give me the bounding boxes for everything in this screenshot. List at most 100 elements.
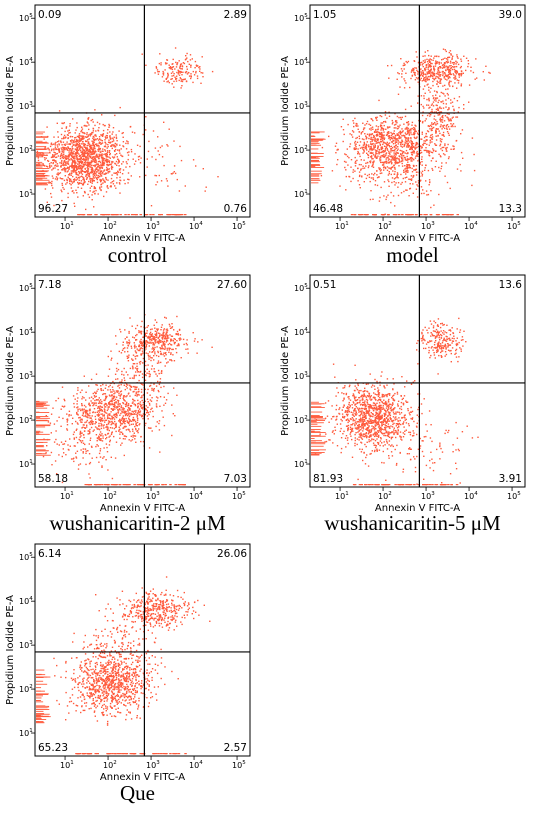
quadrant-upper-left-value: 0.09 bbox=[38, 9, 61, 21]
x-tick-label: 101 bbox=[335, 491, 349, 501]
panel-control: 101 101 102 102 103 103 104 104 105 105 Annexin V … bbox=[0, 0, 275, 272]
quadrant-upper-left-value: 6.14 bbox=[38, 548, 62, 560]
y-axis-label: Propidium Iodide PE-A bbox=[280, 326, 291, 436]
y-axis-label: Propidium Iodide PE-A bbox=[5, 56, 16, 166]
y-tick-label: 102 bbox=[294, 415, 308, 425]
quadrant-lower-right-value: 13.3 bbox=[499, 203, 522, 215]
x-tick-label: 104 bbox=[189, 760, 203, 770]
quadrant-upper-left-value: 7.18 bbox=[38, 279, 61, 291]
cell-cloud bbox=[311, 317, 479, 486]
x-tick-label: 105 bbox=[232, 221, 246, 231]
quadrant-lower-left-value: 65.23 bbox=[38, 742, 68, 754]
x-tick-label: 104 bbox=[189, 221, 203, 231]
y-axis-label: Propidium Iodide PE-A bbox=[5, 326, 16, 436]
quadrant-lower-right-value: 2.57 bbox=[224, 742, 247, 754]
y-tick-label: 101 bbox=[294, 189, 308, 199]
quadrant-lower-right-value: 3.91 bbox=[499, 473, 522, 485]
x-tick-label: 101 bbox=[60, 760, 74, 770]
x-tick-label: 102 bbox=[378, 491, 392, 501]
x-tick-label: 104 bbox=[464, 491, 478, 501]
plot-frame bbox=[34, 274, 251, 488]
y-tick-label: 104 bbox=[294, 57, 308, 67]
quadrant-lower-left-value: 96.27 bbox=[38, 203, 68, 215]
x-tick-label: 102 bbox=[378, 221, 392, 231]
quadrant-upper-right-value: 27.60 bbox=[217, 279, 247, 291]
scatter-plot-wushanicaritin-5: 101 101 102 102 103 103 104 104 105 105 Annexin V … bbox=[280, 274, 526, 514]
panel-model: 101 101 102 102 103 103 104 104 105 105 Annexin V … bbox=[275, 0, 550, 272]
y-tick-label: 105 bbox=[294, 283, 308, 293]
y-axis-label: Propidium Iodide PE-A bbox=[280, 56, 291, 166]
x-tick-label: 105 bbox=[507, 221, 521, 231]
x-axis-label: Annexin V FITC-A bbox=[100, 503, 185, 514]
y-axis-label: Propidium Iodide PE-A bbox=[5, 595, 16, 705]
y-tick-label: 105 bbox=[19, 283, 33, 293]
x-axis-label: Annexin V FITC-A bbox=[100, 772, 185, 783]
x-tick-label: 102 bbox=[103, 221, 117, 231]
x-tick-label: 105 bbox=[232, 491, 246, 501]
caption-model: model bbox=[386, 243, 439, 267]
quadrant-upper-right-value: 39.0 bbox=[499, 9, 522, 21]
caption-wushanicaritin-5: wushanicaritin-5 μM bbox=[324, 511, 501, 535]
x-tick-label: 103 bbox=[421, 491, 435, 501]
plot-frame bbox=[34, 4, 251, 218]
cell-cloud bbox=[36, 47, 219, 216]
caption-que: Que bbox=[120, 781, 155, 805]
y-tick-label: 103 bbox=[19, 640, 33, 650]
plot-frame bbox=[309, 4, 526, 218]
y-tick-label: 105 bbox=[19, 13, 33, 23]
scatter-plot-wushanicaritin-2: 101 101 102 102 103 103 104 104 105 105 Annexin V … bbox=[5, 274, 251, 514]
quadrant-upper-left-value: 0.51 bbox=[313, 279, 336, 291]
y-tick-label: 104 bbox=[19, 596, 33, 606]
y-tick-label: 104 bbox=[294, 327, 308, 337]
y-tick-label: 102 bbox=[19, 145, 33, 155]
y-tick-label: 101 bbox=[19, 459, 33, 469]
x-tick-label: 105 bbox=[232, 760, 246, 770]
y-tick-label: 102 bbox=[19, 684, 33, 694]
panel-que: 101 101 102 102 103 103 104 104 105 105 Annexin V … bbox=[0, 539, 275, 811]
quadrant-lower-left-value: 46.48 bbox=[313, 203, 343, 215]
x-tick-label: 102 bbox=[103, 491, 117, 501]
y-tick-label: 101 bbox=[19, 728, 33, 738]
y-tick-label: 101 bbox=[294, 459, 308, 469]
quadrant-lower-right-value: 7.03 bbox=[224, 473, 247, 485]
x-tick-label: 101 bbox=[60, 221, 74, 231]
quadrant-lower-right-value: 0.76 bbox=[224, 203, 248, 215]
y-tick-label: 103 bbox=[19, 101, 33, 111]
caption-control: control bbox=[107, 243, 168, 267]
x-tick-label: 103 bbox=[421, 221, 435, 231]
quadrant-upper-right-value: 26.06 bbox=[217, 548, 247, 560]
plot-frame bbox=[34, 543, 251, 757]
x-tick-label: 103 bbox=[146, 760, 160, 770]
scatter-plot-que: 101 101 102 102 103 103 104 104 105 105 Annexin V … bbox=[5, 543, 251, 783]
scatter-plot-control: 101 101 102 102 103 103 104 104 105 105 Annexin V … bbox=[5, 4, 251, 244]
x-tick-label: 101 bbox=[60, 491, 74, 501]
x-tick-label: 103 bbox=[146, 221, 160, 231]
panel-wushanicaritin-2: 101 101 102 102 103 103 104 104 105 105 Annexin V … bbox=[0, 270, 275, 542]
x-tick-label: 103 bbox=[146, 491, 160, 501]
x-axis-label: Annexin V FITC-A bbox=[375, 503, 460, 514]
cell-cloud bbox=[36, 576, 211, 755]
caption-wushanicaritin-2: wushanicaritin-2 μM bbox=[49, 511, 226, 535]
y-tick-label: 101 bbox=[19, 189, 33, 199]
y-tick-label: 103 bbox=[19, 371, 33, 381]
x-tick-label: 105 bbox=[507, 491, 521, 501]
y-tick-label: 104 bbox=[19, 327, 33, 337]
y-tick-label: 102 bbox=[294, 145, 308, 155]
x-axis-label: Annexin V FITC-A bbox=[100, 233, 185, 244]
plot-frame bbox=[309, 274, 526, 488]
scatter-plot-model: 101 101 102 102 103 103 104 104 105 105 Annexin V … bbox=[280, 4, 526, 244]
y-tick-label: 104 bbox=[19, 57, 33, 67]
cell-cloud bbox=[311, 48, 491, 216]
cell-cloud bbox=[36, 314, 213, 486]
quadrant-upper-right-value: 2.89 bbox=[224, 9, 247, 21]
quadrant-upper-right-value: 13.6 bbox=[499, 279, 523, 291]
x-tick-label: 104 bbox=[464, 221, 478, 231]
quadrant-upper-left-value: 1.05 bbox=[313, 9, 336, 21]
quadrant-lower-left-value: 58.18 bbox=[38, 473, 68, 485]
x-tick-label: 101 bbox=[335, 221, 349, 231]
x-tick-label: 102 bbox=[103, 760, 117, 770]
y-tick-label: 105 bbox=[19, 552, 33, 562]
x-tick-label: 104 bbox=[189, 491, 203, 501]
x-axis-label: Annexin V FITC-A bbox=[375, 233, 460, 244]
y-tick-label: 105 bbox=[294, 13, 308, 23]
